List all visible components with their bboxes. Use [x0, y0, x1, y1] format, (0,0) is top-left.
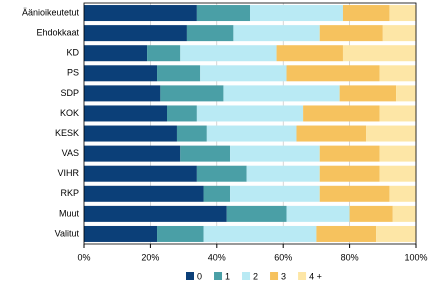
bar-segment	[316, 225, 377, 242]
legend-swatch	[270, 272, 279, 280]
bar-segment	[84, 5, 197, 22]
legend-label: 3	[281, 271, 286, 281]
bar-segment	[180, 145, 231, 162]
legend-label: 4 +	[309, 271, 322, 281]
bar-segment	[230, 145, 320, 162]
bar-segment	[276, 45, 343, 62]
x-tick-label: 0%	[77, 252, 90, 262]
bar-segment	[157, 65, 201, 82]
x-tick-label: 20%	[141, 252, 159, 262]
bar-segment	[84, 45, 148, 62]
bar-segment	[196, 5, 250, 22]
bar-segment	[389, 5, 416, 22]
bar-segment	[379, 65, 416, 82]
bar-segment	[376, 225, 416, 242]
bar-segment	[339, 85, 397, 102]
y-tick-label: Äänioikeutetut	[22, 7, 80, 17]
x-tick-label: 60%	[274, 252, 292, 262]
bar-segment	[349, 205, 393, 222]
bar-segment	[230, 185, 320, 202]
bar-segment	[84, 125, 177, 142]
legend-swatch	[298, 272, 307, 280]
bar-segment	[389, 185, 416, 202]
bar-segment	[84, 105, 167, 122]
bar-segment	[186, 25, 234, 42]
bar-segment	[250, 5, 343, 22]
x-tick-label: 40%	[208, 252, 226, 262]
bar-segment	[176, 125, 207, 142]
bar-segment	[84, 165, 197, 182]
bar-segment	[223, 85, 340, 102]
y-tick-label: VAS	[62, 148, 79, 158]
bar-segment	[233, 25, 320, 42]
bar-segment	[84, 185, 204, 202]
y-tick-label: SDP	[60, 88, 79, 98]
legend-swatch	[214, 272, 223, 280]
bar-segment	[319, 185, 390, 202]
bar-segment	[84, 65, 158, 82]
legend-label: 2	[253, 271, 258, 281]
bar-segment	[196, 165, 247, 182]
bar-segment	[396, 85, 416, 102]
bar-segment	[379, 165, 416, 182]
bar-segment	[206, 125, 297, 142]
legend-label: 1	[225, 271, 230, 281]
legend-swatch	[242, 272, 251, 280]
bar-segment	[203, 185, 231, 202]
bar-segment	[296, 125, 367, 142]
y-tick-label: KD	[66, 48, 79, 58]
y-tick-label: Ehdokkaat	[36, 28, 79, 38]
bar-segment	[379, 105, 416, 122]
bar-segment	[147, 45, 181, 62]
x-tick-label: 100%	[404, 252, 427, 262]
legend-label: 0	[197, 271, 202, 281]
bar-segment	[167, 105, 197, 122]
bar-segment	[246, 165, 320, 182]
y-tick-label: Valitut	[55, 228, 80, 238]
bar-segment	[303, 105, 380, 122]
bar-segment	[84, 145, 181, 162]
bar-segment	[392, 205, 416, 222]
bar-segment	[84, 205, 227, 222]
bar-segment	[382, 25, 416, 42]
y-tick-label: Muut	[59, 208, 80, 218]
bar-segment	[366, 125, 416, 142]
bar-segment	[200, 65, 287, 82]
bar-segment	[379, 145, 416, 162]
bar-segment	[203, 225, 317, 242]
bar-segment	[196, 105, 304, 122]
legend-swatch	[186, 272, 194, 280]
bar-segment	[157, 225, 204, 242]
y-tick-label: RKP	[60, 188, 79, 198]
bar-segment	[84, 85, 161, 102]
bar-segment	[160, 85, 224, 102]
bar-segment	[319, 25, 383, 42]
bar-segment	[84, 225, 158, 242]
bar-segment	[84, 25, 187, 42]
bar-segment	[180, 45, 277, 62]
bar-segment	[319, 165, 380, 182]
y-tick-label: VIHR	[57, 168, 79, 178]
bar-segment	[342, 45, 416, 62]
bar-segment	[286, 65, 380, 82]
y-tick-label: KESK	[55, 128, 79, 138]
y-tick-label: KOK	[60, 108, 79, 118]
x-tick-label: 80%	[341, 252, 359, 262]
bar-segment	[319, 145, 380, 162]
bar-segment	[286, 205, 350, 222]
y-tick-label: PS	[67, 68, 79, 78]
plot-border	[83, 2, 417, 245]
bar-segment	[226, 205, 287, 222]
bar-segment	[342, 5, 390, 22]
